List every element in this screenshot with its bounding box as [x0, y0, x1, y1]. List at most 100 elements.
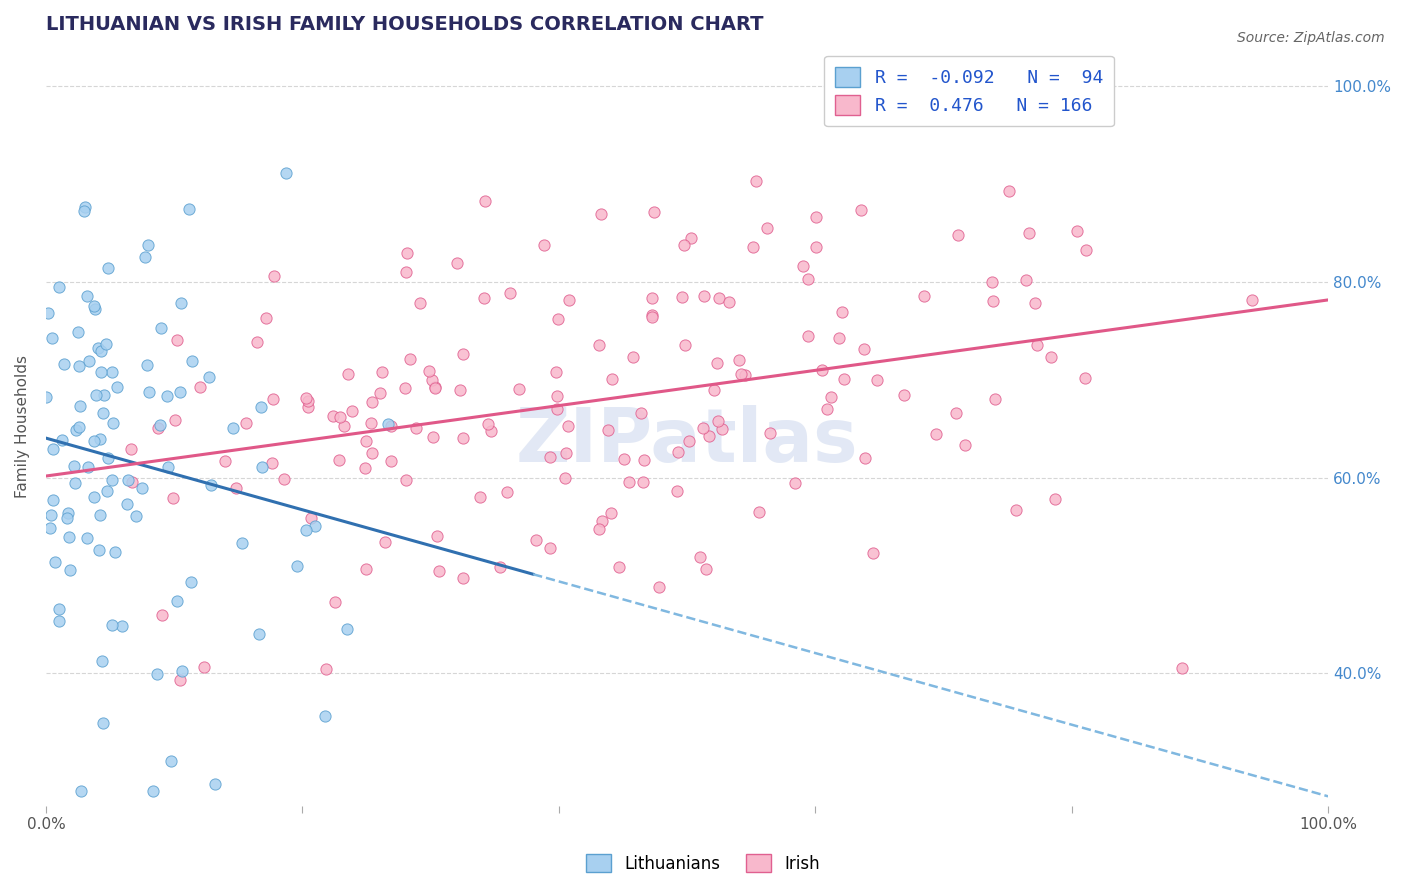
Point — [806, 211, 828, 225]
Point — [697, 429, 720, 443]
Point — [63, 459, 86, 474]
Point — [150, 320, 173, 334]
Point — [544, 365, 567, 379]
Point — [588, 522, 610, 536]
Point — [146, 667, 169, 681]
Point — [111, 619, 134, 633]
Point — [395, 474, 418, 488]
Point — [1074, 371, 1097, 385]
Point — [48, 279, 70, 293]
Point — [360, 395, 382, 409]
Point — [666, 445, 689, 459]
Point — [148, 420, 170, 434]
Point — [423, 379, 446, 393]
Point — [84, 301, 107, 316]
Point — [150, 608, 173, 623]
Text: LITHUANIAN VS IRISH FAMILY HOUSEHOLDS CORRELATION CHART: LITHUANIAN VS IRISH FAMILY HOUSEHOLDS CO… — [46, 15, 763, 34]
Point — [695, 562, 717, 576]
Point — [285, 559, 308, 574]
Point — [374, 535, 396, 549]
Point — [589, 207, 612, 221]
Point — [689, 550, 711, 565]
Point — [59, 563, 82, 577]
Point — [97, 451, 120, 466]
Point — [1004, 502, 1026, 516]
Point — [260, 456, 283, 470]
Text: Source: ZipAtlas.com: Source: ZipAtlas.com — [1237, 31, 1385, 45]
Point — [276, 166, 298, 180]
Point — [893, 388, 915, 402]
Point — [193, 660, 215, 674]
Point — [58, 530, 80, 544]
Point — [41, 331, 63, 345]
Point — [451, 571, 474, 585]
Point — [35, 390, 58, 404]
Point — [673, 338, 696, 352]
Point — [508, 382, 530, 396]
Point — [38, 521, 60, 535]
Point — [679, 231, 702, 245]
Point — [621, 351, 644, 365]
Point — [200, 478, 222, 492]
Point — [135, 358, 157, 372]
Point — [156, 389, 179, 403]
Point — [741, 240, 763, 254]
Point — [727, 353, 749, 368]
Point — [117, 473, 139, 487]
Point — [820, 390, 842, 404]
Point — [496, 485, 519, 500]
Point — [162, 491, 184, 506]
Point — [524, 533, 547, 547]
Point — [169, 673, 191, 687]
Point — [602, 372, 624, 386]
Point — [538, 450, 561, 464]
Point — [474, 291, 496, 305]
Point — [711, 422, 734, 436]
Point — [394, 381, 416, 395]
Point — [131, 481, 153, 495]
Point — [101, 365, 124, 379]
Point — [426, 528, 449, 542]
Point — [336, 622, 359, 636]
Point — [83, 434, 105, 448]
Point — [533, 238, 555, 252]
Point — [853, 450, 876, 465]
Point — [225, 481, 247, 495]
Point — [1170, 661, 1192, 675]
Point — [797, 272, 820, 286]
Point — [51, 433, 73, 447]
Point — [557, 293, 579, 307]
Point — [39, 508, 62, 522]
Point — [862, 546, 884, 560]
Point — [804, 240, 827, 254]
Point — [315, 662, 337, 676]
Point — [245, 334, 267, 349]
Point — [673, 237, 696, 252]
Point — [451, 431, 474, 445]
Point — [134, 251, 156, 265]
Point — [254, 311, 277, 326]
Point — [169, 385, 191, 400]
Point — [101, 473, 124, 487]
Point — [783, 475, 806, 490]
Point — [600, 506, 623, 520]
Point — [247, 627, 270, 641]
Point — [477, 417, 499, 431]
Point — [631, 475, 654, 489]
Point — [866, 373, 889, 387]
Point — [48, 602, 70, 616]
Point — [759, 425, 782, 440]
Point — [981, 293, 1004, 308]
Legend: R =  -0.092   N =  94, R =  0.476   N = 166: R = -0.092 N = 94, R = 0.476 N = 166 — [824, 55, 1114, 127]
Point — [1024, 295, 1046, 310]
Point — [706, 356, 728, 370]
Point — [665, 484, 688, 499]
Point — [262, 392, 284, 406]
Point — [633, 452, 655, 467]
Y-axis label: Family Households: Family Households — [15, 355, 30, 498]
Point — [142, 784, 165, 798]
Point — [796, 328, 818, 343]
Point — [52, 357, 75, 371]
Point — [322, 409, 344, 424]
Point — [692, 420, 714, 434]
